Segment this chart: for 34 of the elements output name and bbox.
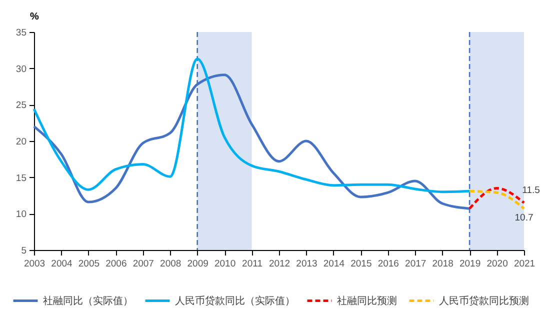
x-tick-label: 2014 — [323, 258, 345, 270]
legend-label: 人民币贷款同比（实际值） — [175, 294, 295, 307]
y-tick-label: 25 — [16, 100, 26, 112]
x-tick-label: 2005 — [78, 258, 100, 270]
x-tick-label: 2011 — [242, 258, 262, 270]
legend-label: 社融同比（实际值） — [43, 294, 133, 307]
line-series — [32, 58, 471, 194]
legend-label: 人民币贷款同比预测 — [439, 294, 529, 307]
x-tick-label: 2010 — [214, 258, 236, 270]
data-label: 11.5 — [522, 184, 540, 196]
x-tick-label: 2021 — [514, 258, 536, 270]
x-tick-label: 2020 — [486, 258, 508, 270]
y-tick-label: 15 — [16, 172, 26, 184]
x-tick-label: 2004 — [51, 258, 72, 270]
x-tick-label: 2006 — [106, 258, 127, 270]
data-label: 10.7 — [514, 212, 534, 224]
y-tick-label: 30 — [16, 64, 26, 75]
y-tick-label: 5 — [21, 246, 26, 256]
x-tick-label: 2007 — [132, 258, 154, 270]
x-tick-label: 2015 — [350, 258, 372, 270]
x-tick-label: 2013 — [296, 258, 318, 270]
legend-label: 社融同比预测 — [337, 294, 397, 307]
y-tick-label: 35 — [16, 28, 26, 38]
x-tick-label: 2003 — [24, 258, 46, 270]
x-tick-label: 2016 — [378, 258, 399, 270]
x-tick-label: 2018 — [432, 258, 454, 270]
x-tick-label: 2008 — [160, 258, 182, 270]
y-tick-label: 10 — [16, 209, 26, 220]
y-tick-label: 20 — [16, 136, 26, 148]
x-tick-label: 2019 — [459, 258, 481, 270]
x-tick-label: 2012 — [268, 258, 290, 270]
x-tick-label: 2009 — [187, 258, 208, 270]
x-tick-label: 2017 — [405, 258, 426, 270]
y-axis-title: % — [30, 12, 40, 22]
